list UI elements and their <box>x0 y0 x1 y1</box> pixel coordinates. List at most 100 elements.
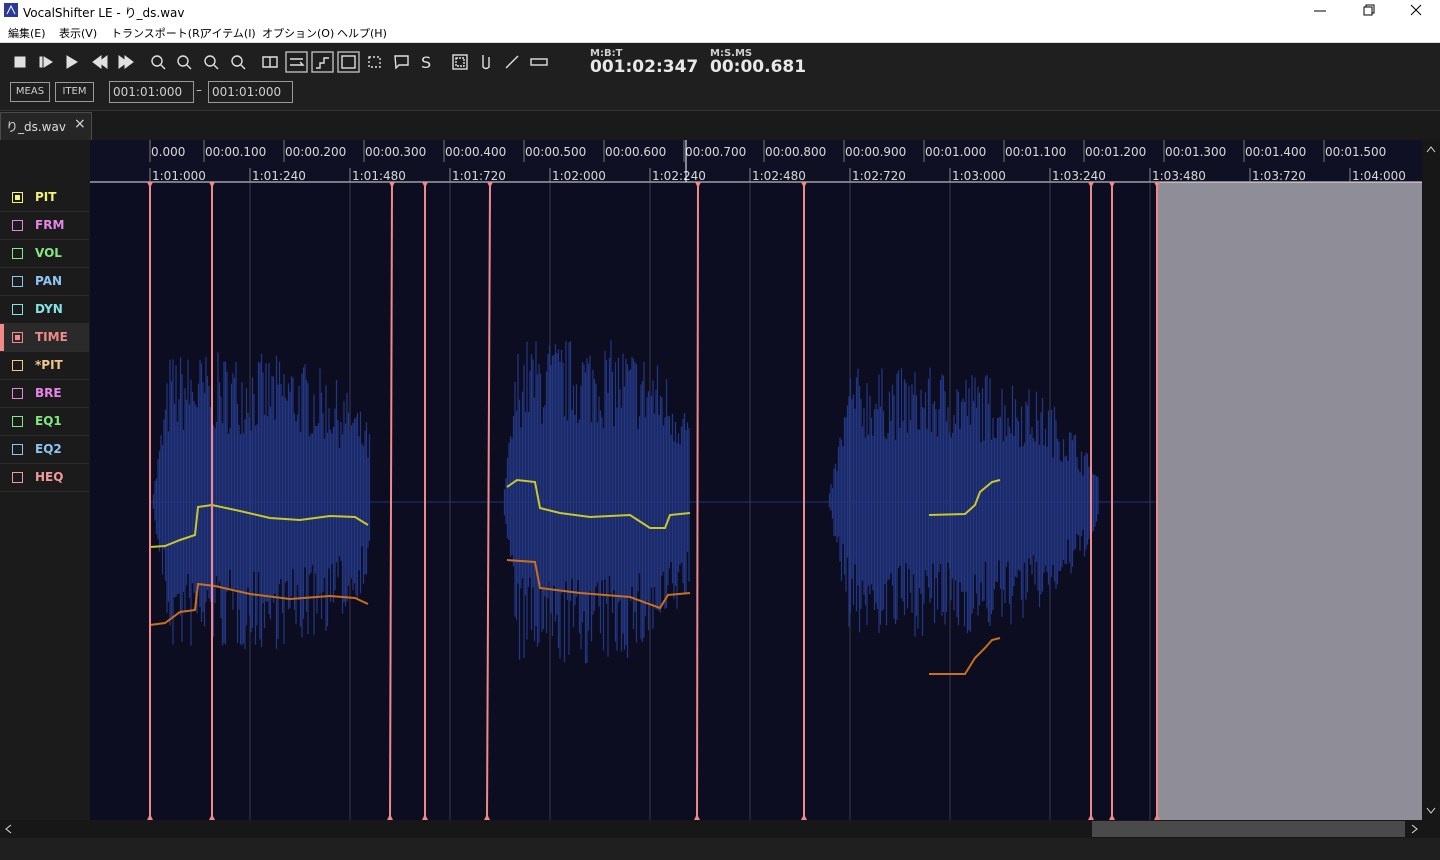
horizontal-scrollbar[interactable] <box>0 820 1440 838</box>
scroll-thumb[interactable] <box>1092 821 1405 837</box>
track-label: FRM <box>35 218 65 232</box>
track-checkbox[interactable] <box>12 304 23 315</box>
track-row[interactable]: *PIT <box>0 352 89 380</box>
track-row[interactable]: PAN <box>0 268 89 296</box>
menu-bar: 編集(E) 表示(V) トランスポート(R) アイテム(I) オプション(O) ヘルプ(H… <box>0 22 1440 43</box>
comment-button[interactable] <box>394 55 409 70</box>
time-marker[interactable] <box>389 183 393 821</box>
ruler-bg <box>90 140 1422 182</box>
tab-label: り_ds.wav <box>6 120 66 134</box>
close-button[interactable] <box>1410 4 1422 16</box>
play-from-button[interactable] <box>39 56 53 68</box>
time-marker[interactable] <box>486 183 491 821</box>
time-label: 00:00.300 <box>365 145 426 159</box>
track-checkbox[interactable] <box>12 220 23 231</box>
counter-value: 001:02:347 <box>590 57 699 77</box>
track-checkbox[interactable] <box>12 248 23 259</box>
time-marker[interactable] <box>696 183 699 821</box>
menu-item[interactable]: 編集(E) <box>8 27 46 40</box>
range-start-input[interactable]: 001:01:000 <box>109 81 194 103</box>
scroll-up-arrow[interactable] <box>1426 146 1436 153</box>
measure-label: 1:03:480 <box>1152 169 1206 183</box>
rewind-button[interactable] <box>92 55 108 69</box>
book-button[interactable] <box>262 56 278 68</box>
track-row[interactable]: TIME <box>0 324 89 352</box>
measure-label: 1:01:240 <box>252 169 306 183</box>
forward-button[interactable] <box>118 55 134 69</box>
stop-button[interactable] <box>14 56 26 68</box>
scroll-right-arrow[interactable] <box>1411 824 1418 834</box>
waveform <box>503 340 690 664</box>
time-label: 00:01.000 <box>925 145 986 159</box>
track-checkbox[interactable] <box>12 416 23 427</box>
time-label: 00:00.200 <box>285 145 346 159</box>
checkbox-fill <box>15 195 20 200</box>
zoom-in-v-button[interactable] <box>204 55 219 70</box>
solo-button[interactable]: S <box>421 53 431 72</box>
view-button[interactable] <box>337 51 360 73</box>
track-checkbox[interactable] <box>12 360 23 371</box>
zoom-out-v-button[interactable] <box>231 55 246 70</box>
select-tool[interactable] <box>452 54 468 70</box>
track-row[interactable]: HEQ <box>0 464 89 492</box>
menu-item[interactable]: アイテム(I) <box>201 27 256 40</box>
track-row[interactable]: PIT <box>0 184 89 212</box>
snap-button[interactable] <box>311 51 334 73</box>
track-row[interactable]: BRE <box>0 380 89 408</box>
zoom-out-h-button[interactable] <box>177 55 192 70</box>
waveform <box>828 367 1099 637</box>
track-row[interactable]: EQ1 <box>0 408 89 436</box>
line-tool[interactable] <box>505 55 519 69</box>
play-button[interactable] <box>66 55 78 69</box>
track-row[interactable]: VOL <box>0 240 89 268</box>
track-label: PIT <box>35 190 57 204</box>
mode-button[interactable]: ITEM <box>55 82 94 102</box>
time-label: 00:01.300 <box>1165 145 1226 159</box>
time-label: 00:00.500 <box>525 145 586 159</box>
measure-label: 1:03:240 <box>1052 169 1106 183</box>
track-label: HEQ <box>35 470 64 484</box>
time-label: 00:00.400 <box>445 145 506 159</box>
vertical-scrollbar[interactable] <box>1422 140 1440 820</box>
menu-item[interactable]: ヘルプ(H) <box>337 27 387 40</box>
track-label: DYN <box>35 302 63 316</box>
track-label: PAN <box>35 274 63 288</box>
menu-item[interactable]: 表示(V) <box>59 27 98 40</box>
track-checkbox[interactable] <box>12 332 23 343</box>
loop-button[interactable] <box>285 51 308 73</box>
rect-tool[interactable] <box>530 58 548 66</box>
scroll-down-arrow[interactable] <box>1426 807 1436 814</box>
pen-tool[interactable] <box>482 55 490 70</box>
scroll-left-arrow[interactable] <box>5 824 12 834</box>
time-label: 00:00.800 <box>765 145 826 159</box>
tab-close[interactable]: × <box>74 116 86 132</box>
track-checkbox[interactable] <box>12 444 23 455</box>
measure-label: 1:02:480 <box>752 169 806 183</box>
pitch-curve <box>149 503 369 548</box>
track-row[interactable]: EQ2 <box>0 436 89 464</box>
zoom-in-h-button[interactable] <box>151 55 166 70</box>
track-checkbox[interactable] <box>12 388 23 399</box>
region-button[interactable] <box>368 56 381 68</box>
window-controls[interactable] <box>1300 0 1440 22</box>
track-checkbox[interactable] <box>12 276 23 287</box>
toolbar: S M:B:T 001:02:347 M:S.MS 00:00.681 MEAS ITEM… <box>0 43 1440 110</box>
track-row[interactable]: DYN <box>0 296 89 324</box>
status-bar <box>0 838 1440 860</box>
file-tab[interactable]: り_ds.wav × <box>0 112 92 141</box>
restore-icon <box>1365 4 1375 14</box>
range-end-input[interactable]: 001:01:000 <box>208 81 293 103</box>
track-checkbox[interactable] <box>12 192 23 203</box>
toolbar-icons: S <box>14 51 548 73</box>
waveform <box>152 352 371 649</box>
track-checkbox[interactable] <box>12 472 23 483</box>
time-label: 00:01.500 <box>1325 145 1386 159</box>
menu-item[interactable]: オプション(O) <box>262 27 335 40</box>
track-row[interactable]: FRM <box>0 212 89 240</box>
formant-curve <box>929 637 1001 675</box>
mode-button[interactable]: MEAS <box>10 82 50 102</box>
menu-item[interactable]: トランスポート(R) <box>111 27 205 40</box>
measure-label: 1:02:720 <box>852 169 906 183</box>
restore-button[interactable] <box>1363 6 1373 16</box>
out-of-range-area <box>1157 182 1422 820</box>
